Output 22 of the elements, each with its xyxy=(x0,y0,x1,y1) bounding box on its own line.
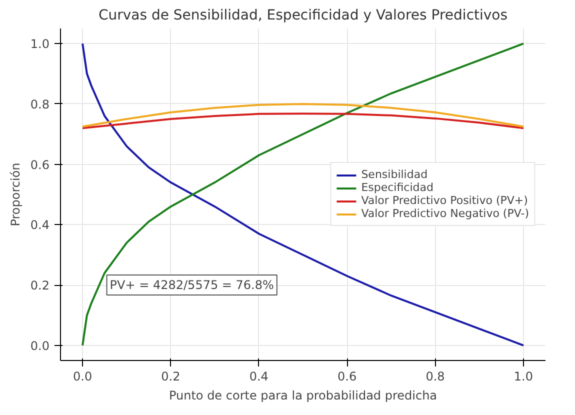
y-tick-label: 0.8 xyxy=(30,97,50,112)
x-tick-label: 0.2 xyxy=(161,370,180,384)
x-tick-label: 0.0 xyxy=(73,370,92,384)
y-tick-label: 0.6 xyxy=(30,158,50,172)
y-tick-label: 0.2 xyxy=(30,278,50,293)
legend-label: Valor Predictivo Negativo (PV-) xyxy=(361,207,529,220)
legend-label: Sensibilidad xyxy=(361,168,428,181)
line-series xyxy=(82,102,524,128)
x-tick-label: 1.0 xyxy=(514,370,534,384)
legend-label: Especificidad xyxy=(361,181,434,194)
y-tick-label: 0.0 xyxy=(30,338,50,353)
x-tick-label: 0.4 xyxy=(249,370,268,384)
y-tick-label: 1.0 xyxy=(30,37,50,52)
x-axis-title: Punto de corte para la probabilidad predicha xyxy=(168,388,438,402)
chart-title: Curvas de Sensibilidad, Especificidad y Valores Predictivos xyxy=(98,8,508,24)
y-tick-label: 0.4 xyxy=(30,218,50,232)
x-tick-label: 0.8 xyxy=(426,370,445,384)
x-tick-label: 0.6 xyxy=(338,370,357,384)
annotation: PV+ = 4282/5575 = 76.8% xyxy=(110,278,274,292)
line-series xyxy=(82,112,524,130)
y-axis-title: Proporción xyxy=(8,162,22,226)
legend-label: Valor Predictivo Positivo (PV+) xyxy=(361,194,528,207)
